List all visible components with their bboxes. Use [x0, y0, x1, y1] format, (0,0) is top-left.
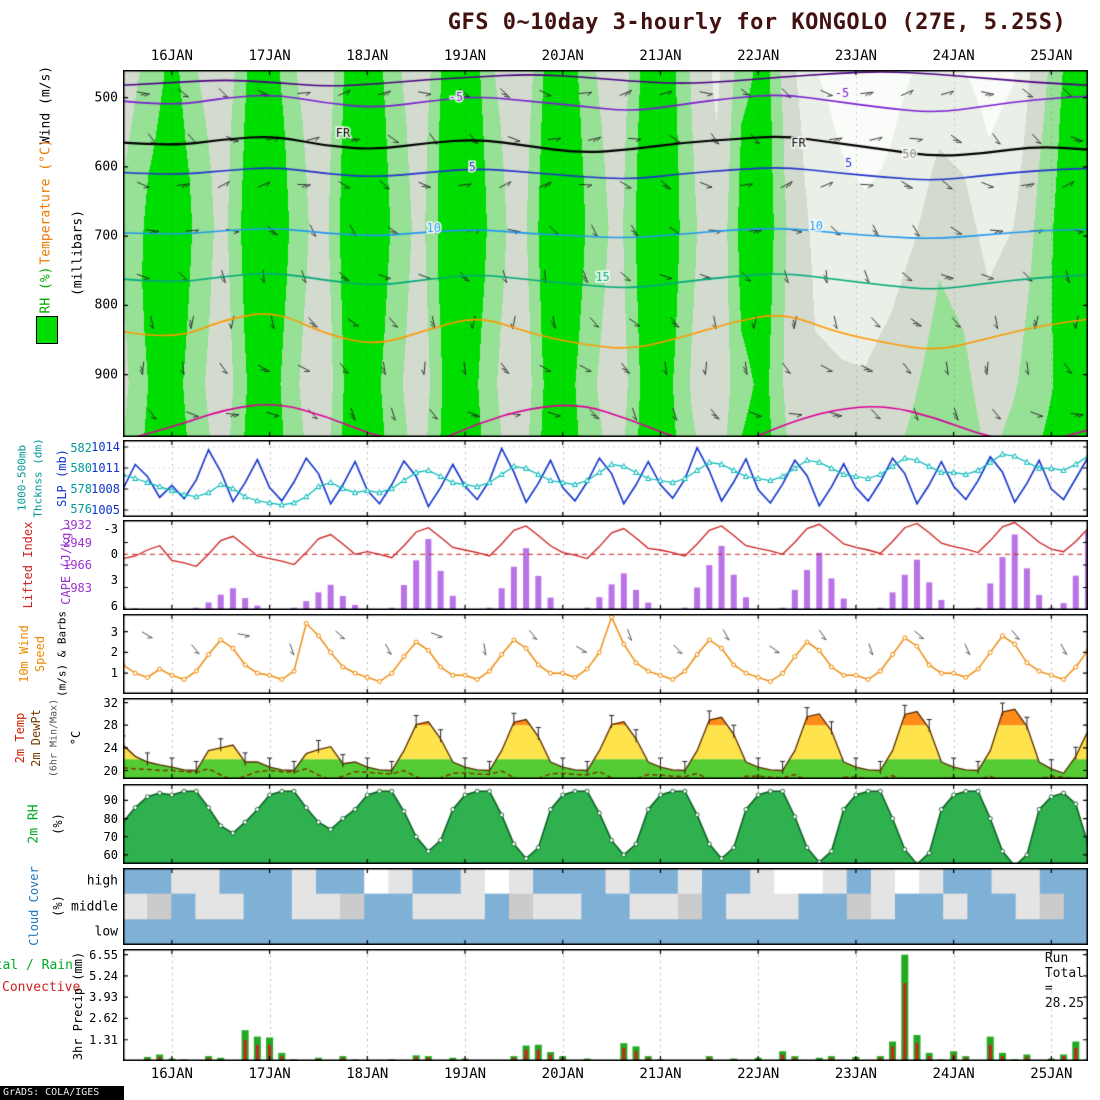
axis-tick-label: 32	[103, 695, 118, 710]
axis-tick-label: 3	[110, 573, 118, 587]
axis-tick-label: 90	[103, 793, 118, 808]
x-axis-label-bottom: 23JAN	[834, 1066, 877, 1082]
axis-tick-label: 580	[70, 461, 92, 476]
axis-tick-label: 700	[94, 228, 118, 244]
cloud-row-label: middle	[71, 899, 118, 914]
rh2m-chart	[123, 784, 1088, 864]
x-axis-label-bottom: 16JAN	[150, 1066, 193, 1082]
x-axis-label-bottom: 19JAN	[443, 1066, 487, 1082]
x-axis-label-top: 23JAN	[834, 48, 877, 64]
x-axis-label-top: 24JAN	[932, 48, 975, 64]
x-axis-label-top: 21JAN	[639, 48, 682, 64]
page-title: GFS 0~10day 3-hourly for KONGOLO (27E, 5…	[447, 10, 1067, 35]
axis-tick-label: 582	[70, 441, 92, 456]
axis-tick-label: 500	[94, 90, 118, 106]
axis-tick-label: 5.24	[89, 968, 118, 983]
x-axis-label-top: 19JAN	[443, 48, 487, 64]
axis-tick-label: 600	[94, 159, 118, 175]
axis-tick-label: 1.31	[89, 1032, 118, 1047]
axis-tick-label: 2.62	[89, 1011, 118, 1026]
axis-label-2m-temp: 2m Temp	[13, 712, 27, 764]
axis-tick-label: 0	[110, 547, 118, 562]
grads-credit: GrADS: COLA/IGES	[0, 1086, 124, 1100]
wind10m-chart	[123, 614, 1088, 694]
precip-chart	[123, 949, 1088, 1061]
axis-tick-label: 24	[103, 740, 118, 755]
x-axis-label-top: 22JAN	[737, 48, 780, 64]
axis-tick-label: 578	[70, 481, 92, 496]
axis-tick-label: 1	[110, 666, 118, 681]
run-total-annotation: Run Total = 28.25	[1044, 951, 1084, 1011]
axis-tick-label: 2	[110, 645, 118, 660]
legend-total-rain: Total / Rain	[0, 958, 73, 973]
axis-label-3hr-precip: 3hr Precip (mm)	[71, 951, 85, 1061]
upper-air-chart	[123, 70, 1088, 437]
x-axis-label-bottom: 22JAN	[737, 1066, 780, 1082]
x-axis-label-top: 18JAN	[346, 48, 389, 64]
x-axis-label-top: 16JAN	[150, 48, 193, 64]
axis-label-minmax: (6hr Min/Max)	[48, 698, 60, 778]
axis-label-slp: SLP (mb)	[55, 449, 69, 507]
axis-tick-label: 1008	[91, 482, 120, 496]
axis-tick-label: 576	[70, 501, 92, 516]
cloud-row-label: high	[86, 873, 118, 889]
slp-thickness-chart	[123, 440, 1088, 517]
x-axis-label-top: 20JAN	[541, 48, 584, 64]
axis-tick-label: 60	[103, 847, 118, 862]
x-axis-label-bottom: 17JAN	[248, 1066, 291, 1082]
axis-label-2m-dewpt: 2m DewPt	[29, 709, 43, 767]
axis-label-thickness-2: Thcknss (dm)	[31, 438, 45, 518]
axis-tick-label: 2949	[63, 535, 92, 550]
cloud-row-label: low	[94, 924, 118, 940]
axis-label-cloud-cover: Cloud Cover	[27, 866, 41, 946]
cape-lifted-index-chart	[123, 520, 1088, 610]
axis-tick-label: 6	[110, 598, 118, 613]
axis-label-rh-pct: (%)	[51, 813, 65, 835]
axis-tick-label: 20	[103, 763, 118, 778]
axis-tick-label: 6.55	[89, 947, 118, 962]
axis-label-rh: RH (%)	[38, 266, 54, 314]
x-axis-label-top: 25JAN	[1030, 48, 1073, 64]
axis-label-speed: Speed	[33, 635, 47, 673]
axis-tick-label: 1966	[63, 558, 92, 572]
axis-label-degc: °C	[69, 730, 83, 746]
x-axis-label-bottom: 24JAN	[932, 1066, 975, 1082]
axis-tick-label: 983	[70, 580, 92, 595]
axis-label-lifted-index: Lifted Index	[21, 521, 35, 609]
axis-tick-label: 1014	[91, 440, 120, 454]
axis-label-thickness-1: 1000-500mb	[15, 444, 29, 512]
x-axis-label-bottom: 21JAN	[639, 1066, 682, 1082]
axis-tick-label: 800	[94, 297, 118, 313]
axis-tick-label: 3	[110, 624, 118, 639]
axis-tick-label: 80	[103, 811, 118, 826]
axis-label-wind: Wind (m/s)	[38, 65, 54, 145]
axis-tick-label: -3	[103, 521, 118, 536]
axis-label-millibars: (millibars)	[70, 209, 86, 297]
x-axis-label-bottom: 20JAN	[541, 1066, 584, 1082]
axis-label-2m-rh: 2m RH	[26, 804, 42, 844]
x-axis-label-bottom: 18JAN	[346, 1066, 389, 1082]
axis-label-cloud-pct: (%)	[51, 895, 65, 917]
cloud-cover-chart	[123, 868, 1088, 945]
legend-convective: Convective	[2, 980, 81, 995]
axis-tick-label: 1005	[91, 503, 120, 517]
axis-label-10m-wind: 10m Wind	[17, 625, 31, 683]
x-axis-label-bottom: 25JAN	[1030, 1066, 1073, 1082]
axis-tick-label: 1011	[91, 461, 120, 475]
axis-label-barbs: (m/s) & Barbs	[55, 610, 69, 698]
axis-tick-label: 900	[94, 367, 118, 383]
axis-label-temperature: Temperature (°C)	[38, 139, 54, 265]
rh-colorbar-swatch	[36, 316, 58, 344]
x-axis-label-top: 17JAN	[248, 48, 291, 64]
axis-tick-label: 3.93	[89, 990, 118, 1005]
temp2m-chart	[123, 698, 1088, 779]
axis-tick-label: 28	[103, 718, 118, 733]
axis-tick-label: 3932	[63, 518, 92, 532]
axis-tick-label: 70	[103, 829, 118, 844]
